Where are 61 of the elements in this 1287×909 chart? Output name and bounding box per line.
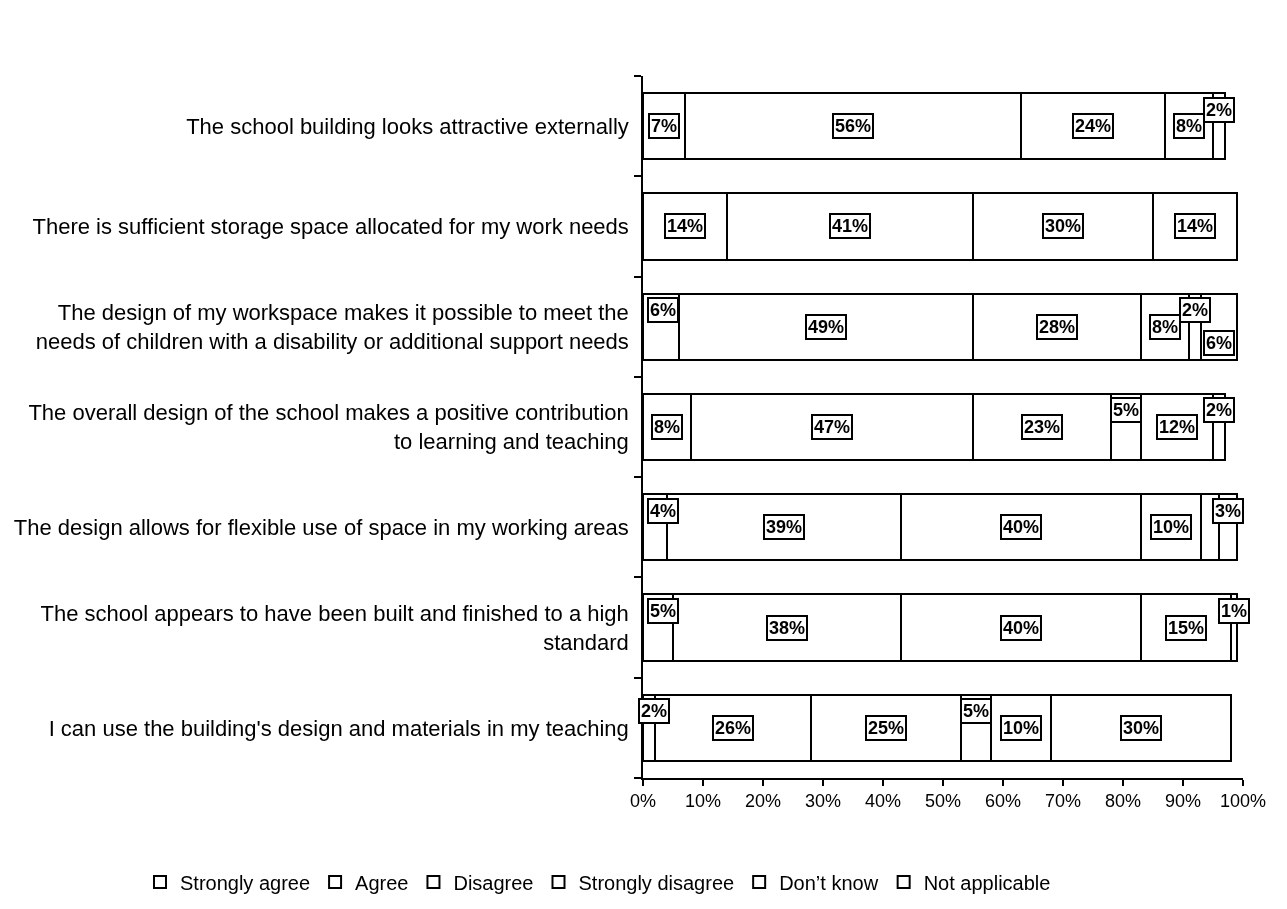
- legend-label: Not applicable: [923, 871, 1051, 894]
- data-label: 4%: [650, 501, 677, 521]
- data-label: 23%: [1024, 417, 1061, 437]
- x-tick-label: 0%: [629, 791, 657, 812]
- data-label: 39%: [766, 517, 803, 537]
- data-label: 47%: [814, 417, 851, 437]
- legend-label: Strongly disagree: [578, 871, 735, 894]
- data-label: 5%: [650, 601, 677, 621]
- legend-label: Strongly agree: [180, 871, 311, 894]
- data-label: 2%: [1206, 400, 1233, 420]
- y-tick-label: The design allows for flexible use of space in my working areas: [13, 514, 629, 540]
- data-label: 30%: [1123, 718, 1160, 738]
- data-label: 6%: [1206, 333, 1233, 353]
- y-tick-label: The school building looks attractive externally: [186, 113, 629, 139]
- x-tick-label: 10%: [684, 791, 722, 812]
- data-label: 3%: [1215, 501, 1242, 521]
- x-tick-label: 90%: [1164, 791, 1202, 812]
- data-label: 41%: [832, 216, 869, 236]
- data-label: 10%: [1153, 517, 1190, 537]
- data-label: 49%: [808, 317, 845, 337]
- x-tick-label: 40%: [864, 791, 902, 812]
- data-label: 40%: [1003, 517, 1040, 537]
- data-label: 38%: [769, 618, 806, 638]
- data-label: 7%: [651, 116, 678, 136]
- data-label: 2%: [641, 701, 668, 721]
- data-label: 25%: [868, 718, 905, 738]
- y-tick-label: The school appears to have been built and finished to a high standard: [40, 600, 629, 655]
- data-label: 2%: [1206, 100, 1233, 120]
- y-tick-label: There is sufficient storage space allocated for my work needs: [32, 214, 629, 240]
- y-tick-label: The design of my workspace makes it possible to meet the needs of children with a disability or additional support needs: [35, 300, 629, 354]
- data-label: 1%: [1221, 601, 1248, 621]
- y-tick-label: I can use the building's design and materials in my teaching: [48, 715, 629, 741]
- data-label: 56%: [835, 116, 872, 136]
- legend-label: Don’t know: [779, 871, 879, 894]
- x-tick-label: 60%: [984, 791, 1022, 812]
- legend-label: Disagree: [453, 871, 534, 894]
- data-label: 8%: [654, 417, 681, 437]
- data-label: 15%: [1168, 618, 1205, 638]
- data-label: 14%: [667, 216, 704, 236]
- legend-label: Agree: [355, 871, 409, 894]
- data-label: 30%: [1045, 216, 1082, 236]
- data-label: 8%: [1176, 116, 1203, 136]
- y-tick-label: The overall design of the school makes a positive contribution to learning and teaching: [28, 400, 629, 454]
- data-label: 6%: [650, 300, 677, 320]
- data-label: 24%: [1075, 116, 1112, 136]
- data-label: 10%: [1003, 718, 1040, 738]
- data-label: 5%: [963, 701, 990, 721]
- data-label: 26%: [715, 718, 752, 738]
- x-tick-label: 100%: [1219, 791, 1267, 812]
- data-label: 8%: [1152, 317, 1179, 337]
- x-tick-label: 20%: [744, 791, 782, 812]
- x-tick-label: 70%: [1044, 791, 1082, 812]
- data-label: 40%: [1003, 618, 1040, 638]
- data-label: 12%: [1159, 417, 1196, 437]
- x-tick-label: 30%: [804, 791, 842, 812]
- data-label: 2%: [1182, 300, 1209, 320]
- x-tick-label: 80%: [1104, 791, 1142, 812]
- data-label: 28%: [1039, 317, 1076, 337]
- data-label: 14%: [1177, 216, 1214, 236]
- x-tick-label: 50%: [924, 791, 962, 812]
- data-label: 5%: [1113, 400, 1140, 420]
